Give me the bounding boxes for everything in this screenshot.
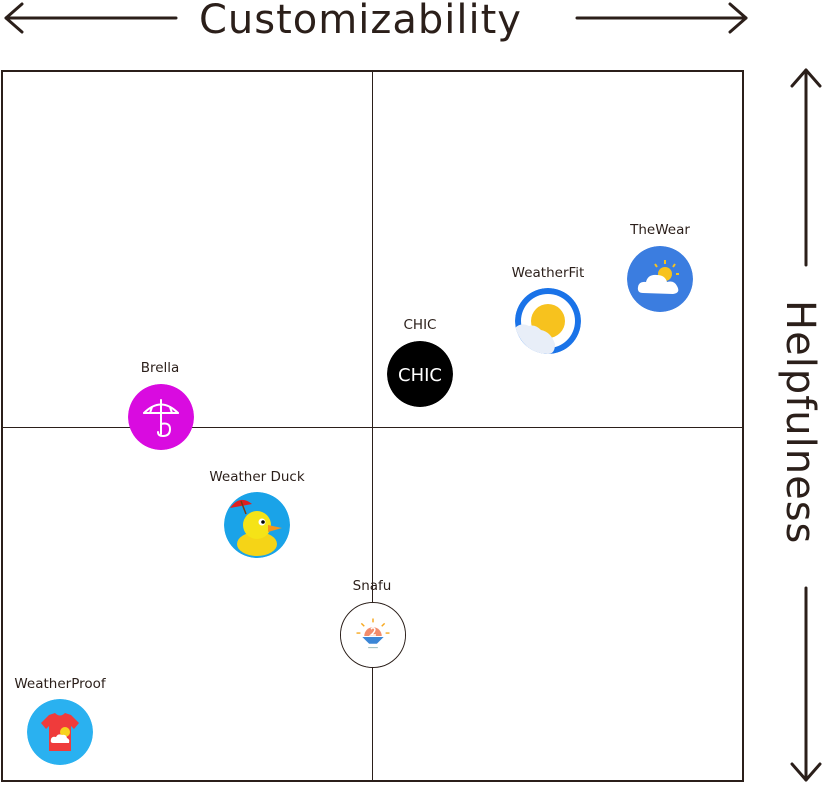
app-weatherduck[interactable]: [224, 492, 290, 558]
app-thewear[interactable]: [627, 246, 693, 312]
vertical-divider: [372, 70, 373, 782]
app-label-brella: Brella: [140, 360, 180, 376]
app-label-thewear: TheWear: [630, 222, 690, 238]
app-brella[interactable]: [128, 384, 194, 450]
sun-behind-cloud-icon: [515, 288, 581, 354]
tshirt-icon: [27, 699, 93, 765]
app-label-weatherproof: WeatherProof: [14, 676, 106, 692]
sunrise-icon: [341, 603, 405, 667]
chic-logo-text: CHIC: [398, 365, 442, 386]
app-snafu[interactable]: [340, 602, 406, 668]
chic-logo-icon: CHIC: [387, 341, 453, 407]
app-chic[interactable]: CHIC: [387, 341, 453, 407]
app-label-weatherfit: WeatherFit: [511, 265, 585, 281]
horizontal-divider: [1, 427, 744, 428]
app-label-snafu: Snafu: [352, 578, 392, 594]
app-label-weatherduck: Weather Duck: [209, 469, 305, 485]
app-weatherfit[interactable]: [515, 288, 581, 354]
duck-icon: [224, 492, 290, 558]
x-axis-title: Customizability: [199, 0, 522, 43]
umbrella-icon: [128, 384, 194, 450]
app-weatherproof[interactable]: [27, 699, 93, 765]
cloud-sun-icon: [627, 246, 693, 312]
app-label-chic: CHIC: [403, 317, 437, 333]
